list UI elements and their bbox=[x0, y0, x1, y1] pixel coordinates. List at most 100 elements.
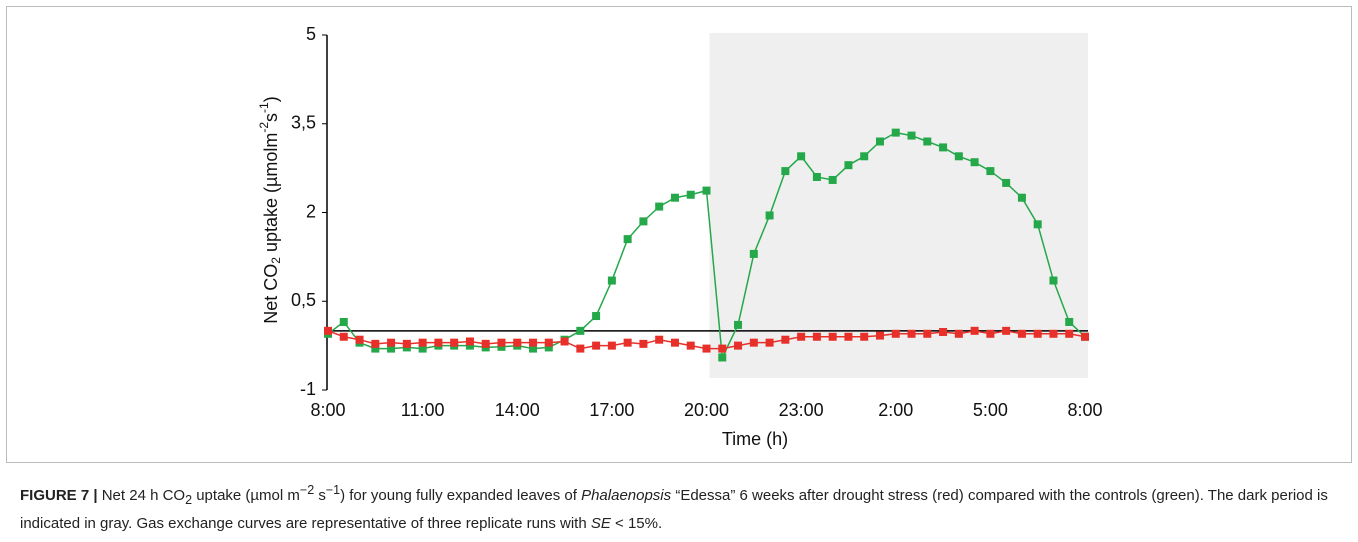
data-point bbox=[907, 131, 916, 140]
data-point bbox=[765, 211, 774, 220]
data-point bbox=[986, 167, 995, 176]
x-tick-label: 17:00 bbox=[589, 400, 634, 420]
y-title-part: Net CO bbox=[261, 264, 281, 324]
data-point bbox=[1065, 329, 1074, 338]
data-point bbox=[1017, 193, 1026, 202]
data-point bbox=[781, 167, 790, 176]
data-point bbox=[734, 320, 743, 329]
data-point bbox=[560, 337, 569, 346]
data-point bbox=[670, 193, 679, 202]
data-point bbox=[986, 329, 995, 338]
y-tick-label: 0,5 bbox=[291, 290, 316, 310]
data-point bbox=[686, 190, 695, 199]
data-point bbox=[418, 338, 427, 347]
caption-sup: −1 bbox=[325, 483, 341, 497]
caption-sup: −2 bbox=[299, 483, 315, 497]
x-tick-label: 8:00 bbox=[310, 400, 345, 420]
x-tick-label: 14:00 bbox=[495, 400, 540, 420]
caption-text: Net 24 h CO bbox=[97, 487, 186, 504]
data-point bbox=[592, 312, 601, 321]
y-tick-label: -1 bbox=[300, 379, 316, 399]
data-point bbox=[686, 341, 695, 350]
data-point bbox=[970, 158, 979, 167]
data-point bbox=[465, 341, 474, 350]
data-point bbox=[355, 335, 364, 344]
data-point bbox=[907, 329, 916, 338]
data-point bbox=[623, 235, 632, 244]
x-tick-label: 8:00 bbox=[1067, 400, 1102, 420]
data-point bbox=[860, 332, 869, 341]
y-tick-label: 2 bbox=[306, 201, 316, 221]
data-point bbox=[623, 338, 632, 347]
data-point bbox=[529, 338, 538, 347]
data-point bbox=[749, 338, 758, 347]
data-point bbox=[923, 329, 932, 338]
y-title-sup: -1 bbox=[257, 102, 271, 113]
data-point bbox=[891, 329, 900, 338]
data-point bbox=[1017, 329, 1026, 338]
data-point bbox=[718, 344, 727, 353]
data-point bbox=[1033, 329, 1042, 338]
data-point bbox=[734, 341, 743, 350]
data-point bbox=[702, 186, 711, 195]
caption-label: FIGURE 7 | bbox=[20, 487, 98, 504]
data-point bbox=[576, 344, 585, 353]
data-point bbox=[939, 328, 948, 337]
data-point bbox=[1049, 329, 1058, 338]
data-point bbox=[387, 338, 396, 347]
data-point bbox=[954, 152, 963, 161]
caption-text: < 15%. bbox=[610, 515, 663, 532]
data-point bbox=[797, 152, 806, 161]
data-point bbox=[402, 339, 411, 348]
dark-period bbox=[709, 33, 1088, 378]
data-point bbox=[592, 341, 601, 350]
y-title-part: uptake (µmolm bbox=[261, 133, 281, 257]
data-point bbox=[497, 338, 506, 347]
data-point bbox=[875, 331, 884, 340]
data-point bbox=[639, 217, 648, 226]
caption: FIGURE 7 | Net 24 h CO2 uptake (µmol m−2… bbox=[20, 478, 1340, 536]
data-point bbox=[418, 344, 427, 353]
data-point bbox=[923, 137, 932, 146]
y-axis-title: Net CO2 uptake (µmolm-2s-1) bbox=[257, 96, 283, 323]
x-tick-label: 2:00 bbox=[878, 400, 913, 420]
data-point bbox=[639, 339, 648, 348]
data-point bbox=[339, 317, 348, 326]
data-point bbox=[544, 343, 553, 352]
x-axis-title: Time (h) bbox=[722, 429, 788, 449]
caption-italic: SE bbox=[590, 515, 611, 532]
x-tick-label: 23:00 bbox=[779, 400, 824, 420]
data-point bbox=[812, 332, 821, 341]
data-point bbox=[387, 344, 396, 353]
x-tick-label: 5:00 bbox=[973, 400, 1008, 420]
x-tick-label: 11:00 bbox=[401, 400, 445, 420]
data-point bbox=[544, 338, 553, 347]
caption-sub: 2 bbox=[185, 493, 193, 507]
data-point bbox=[1065, 317, 1074, 326]
data-point bbox=[670, 338, 679, 347]
data-point bbox=[718, 353, 727, 362]
data-point bbox=[1002, 178, 1011, 187]
data-point bbox=[371, 339, 380, 348]
data-point bbox=[324, 326, 332, 335]
data-point bbox=[844, 161, 853, 170]
y-title-sup: -2 bbox=[257, 122, 271, 133]
data-point bbox=[828, 175, 837, 184]
data-point bbox=[434, 338, 443, 347]
data-point bbox=[875, 137, 884, 146]
caption-text: “Edessa” 6 weeks after drought stress (r… bbox=[20, 487, 1328, 532]
data-point bbox=[655, 202, 664, 211]
data-point bbox=[371, 344, 380, 353]
data-point bbox=[497, 342, 506, 351]
caption-text: uptake (µmol m bbox=[192, 487, 300, 504]
data-point bbox=[513, 338, 522, 347]
data-point bbox=[860, 152, 869, 161]
data-point bbox=[576, 326, 585, 335]
data-point bbox=[339, 332, 348, 341]
data-point bbox=[450, 338, 459, 347]
data-point bbox=[765, 338, 774, 347]
data-point bbox=[939, 143, 948, 152]
y-title-sub: 2 bbox=[269, 257, 283, 264]
data-point bbox=[481, 339, 490, 348]
